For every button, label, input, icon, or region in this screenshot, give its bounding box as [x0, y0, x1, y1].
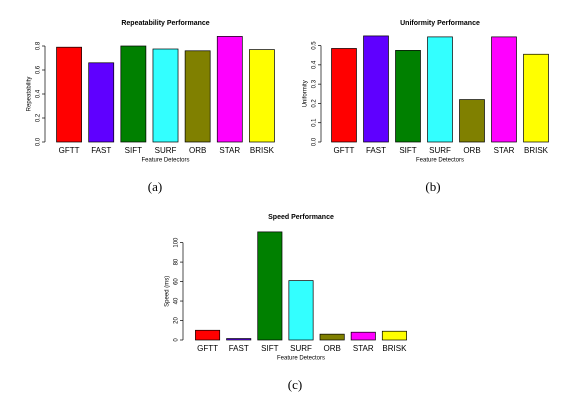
bar: [152, 48, 179, 143]
x-tick-label: FAST: [229, 344, 249, 353]
bar: [363, 35, 389, 143]
y-axis-label: Uniformity: [303, 80, 309, 107]
caption: (a): [148, 179, 162, 194]
y-tick-label: 0.0: [312, 137, 318, 146]
y-tick-label: 0: [174, 338, 180, 342]
bar: [427, 36, 453, 143]
x-axis-label: Feature Detectors: [277, 356, 325, 362]
x-tick-label: SIFT: [261, 344, 278, 353]
bar: [249, 49, 275, 143]
x-tick-label: STAR: [353, 344, 374, 353]
y-tick-label: 0.5: [312, 41, 318, 50]
x-tick-label: ORB: [189, 146, 206, 155]
y-axis-label: Repeatability: [27, 77, 33, 112]
bar: [226, 338, 252, 341]
y-tick-label: 100: [174, 237, 180, 248]
bar: [350, 331, 376, 341]
y-axis-label: Speed (ms): [165, 276, 171, 307]
bar: [288, 280, 314, 341]
x-tick-label: GFTT: [197, 344, 218, 353]
bar: [257, 231, 283, 341]
y-tick-label: 0.0: [36, 137, 42, 146]
y-tick-label: 0.2: [312, 99, 318, 108]
y-tick-label: 20: [174, 317, 180, 324]
x-tick-label: BRISK: [250, 146, 275, 155]
bar: [184, 50, 211, 143]
x-tick-label: ORB: [463, 146, 480, 155]
caption: (b): [425, 179, 440, 194]
x-tick-label: SURF: [290, 344, 312, 353]
bar: [195, 329, 221, 341]
x-tick-label: FAST: [91, 146, 111, 155]
bar: [395, 50, 421, 143]
bar: [56, 46, 82, 143]
x-tick-label: BRISK: [524, 146, 549, 155]
x-tick-label: BRISK: [382, 344, 407, 353]
x-tick-label: FAST: [366, 146, 386, 155]
bar: [331, 48, 357, 143]
x-tick-label: SIFT: [125, 146, 142, 155]
x-tick-label: STAR: [219, 146, 240, 155]
bar: [459, 99, 485, 143]
x-tick-label: GFTT: [334, 146, 355, 155]
chart-title: Speed Performance: [268, 214, 334, 221]
x-tick-label: SIFT: [399, 146, 416, 155]
caption: (c): [288, 377, 302, 392]
x-axis-label: Feature Detectors: [416, 158, 464, 164]
bar: [381, 330, 407, 341]
y-tick-label: 0.2: [36, 113, 42, 122]
bar: [216, 36, 243, 143]
bar: [319, 333, 345, 341]
bar: [88, 62, 115, 143]
x-tick-label: STAR: [494, 146, 515, 155]
bar: [523, 53, 549, 143]
y-tick-label: 0.1: [312, 118, 318, 127]
y-tick-label: 0.4: [312, 60, 318, 69]
y-tick-label: 60: [174, 278, 180, 285]
y-tick-label: 0.6: [36, 65, 42, 74]
x-axis-label: Feature Detectors: [141, 158, 189, 164]
x-tick-label: SURF: [429, 146, 451, 155]
bar: [120, 45, 147, 143]
chart-title: Uniformity Performance: [400, 20, 480, 27]
y-tick-label: 80: [174, 258, 180, 265]
y-tick-label: 40: [174, 297, 180, 304]
y-tick-label: 0.4: [36, 89, 42, 98]
y-tick-label: 0.3: [312, 79, 318, 88]
x-tick-label: ORB: [323, 344, 340, 353]
x-tick-label: SURF: [155, 146, 177, 155]
bar: [491, 36, 517, 143]
chart-title: Repeatability Performance: [121, 20, 209, 27]
y-tick-label: 0.8: [36, 41, 42, 50]
x-tick-label: GFTT: [59, 146, 80, 155]
